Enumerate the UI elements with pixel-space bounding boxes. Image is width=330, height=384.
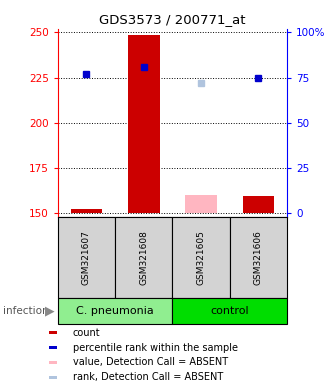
Bar xyxy=(185,195,217,214)
Text: ▶: ▶ xyxy=(45,305,54,318)
Bar xyxy=(243,196,274,214)
Text: percentile rank within the sample: percentile rank within the sample xyxy=(73,343,238,353)
Bar xyxy=(49,331,57,334)
Text: control: control xyxy=(211,306,249,316)
Bar xyxy=(128,35,159,214)
Bar xyxy=(173,217,230,298)
Text: GSM321606: GSM321606 xyxy=(254,230,263,285)
Bar xyxy=(71,209,102,214)
Bar xyxy=(173,298,287,324)
Text: GSM321607: GSM321607 xyxy=(82,230,91,285)
Bar xyxy=(58,217,115,298)
Bar xyxy=(115,217,173,298)
Text: GSM321605: GSM321605 xyxy=(197,230,206,285)
Bar xyxy=(49,346,57,349)
Text: C. pneumonia: C. pneumonia xyxy=(76,306,154,316)
Text: count: count xyxy=(73,328,100,338)
Text: value, Detection Call = ABSENT: value, Detection Call = ABSENT xyxy=(73,358,228,367)
Bar xyxy=(58,298,173,324)
Text: GSM321608: GSM321608 xyxy=(139,230,148,285)
Bar xyxy=(230,217,287,298)
Bar xyxy=(49,376,57,379)
Bar xyxy=(49,361,57,364)
Text: infection: infection xyxy=(3,306,49,316)
Text: rank, Detection Call = ABSENT: rank, Detection Call = ABSENT xyxy=(73,372,223,382)
Title: GDS3573 / 200771_at: GDS3573 / 200771_at xyxy=(99,13,246,26)
